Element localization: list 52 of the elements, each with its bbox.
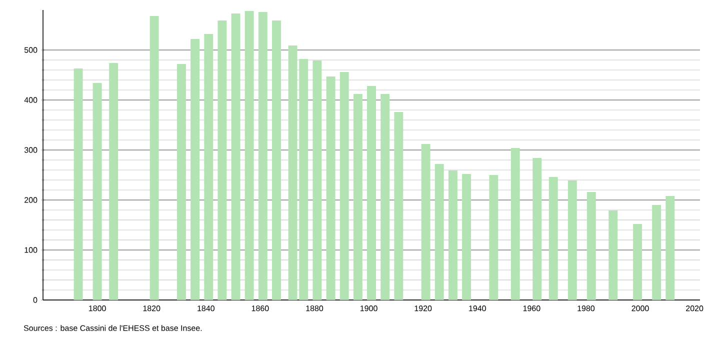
y-tick-label: 300	[24, 147, 38, 153]
bar	[326, 76, 336, 300]
y-tick-label: 200	[24, 197, 38, 203]
bar	[109, 62, 118, 300]
y-tick-label: 400	[24, 97, 38, 103]
bar	[367, 86, 376, 300]
bar	[312, 60, 322, 300]
bar	[340, 72, 349, 300]
bar	[92, 82, 102, 300]
bar	[258, 12, 268, 300]
y-tick-label: 500	[24, 47, 38, 53]
bar	[448, 170, 458, 300]
bar	[421, 144, 430, 300]
x-tick-label: 2020	[686, 306, 704, 312]
x-tick-label: 1840	[198, 306, 214, 312]
source-note: Sources : base Cassini de l'EHESS et base Insee.	[24, 325, 202, 331]
bar	[532, 158, 542, 300]
bar	[244, 10, 254, 300]
bar	[190, 38, 200, 300]
y-tick-label: 100	[24, 247, 38, 253]
bar	[353, 94, 362, 300]
x-tick-label: 1920	[414, 306, 432, 312]
bar	[218, 20, 227, 300]
bar	[380, 94, 390, 300]
bar	[586, 192, 596, 300]
bar	[74, 68, 83, 300]
bar	[489, 174, 498, 300]
x-tick-label: 1980	[578, 306, 595, 312]
x-tick-label: 2000	[632, 306, 649, 312]
bar	[608, 210, 618, 300]
bar	[633, 224, 642, 300]
bar	[394, 112, 404, 300]
bar	[652, 204, 662, 300]
bar	[176, 64, 186, 300]
x-tick-label: 1860	[252, 306, 269, 312]
x-tick-label: 1800	[89, 306, 106, 312]
bar	[272, 20, 281, 300]
bar	[666, 196, 675, 300]
bar	[548, 176, 558, 300]
bar	[510, 148, 520, 300]
bar	[434, 164, 444, 300]
x-tick-label: 1900	[360, 306, 378, 312]
bar	[462, 174, 471, 300]
bar	[231, 13, 240, 300]
x-tick-label: 1960	[523, 306, 540, 312]
bar	[150, 16, 159, 300]
x-tick-label: 1820	[143, 306, 160, 312]
bar	[204, 34, 214, 300]
bar	[568, 180, 577, 300]
y-tick-label: 0	[33, 297, 38, 303]
x-tick-label: 1940	[469, 306, 486, 312]
x-tick-label: 1880	[306, 306, 324, 312]
